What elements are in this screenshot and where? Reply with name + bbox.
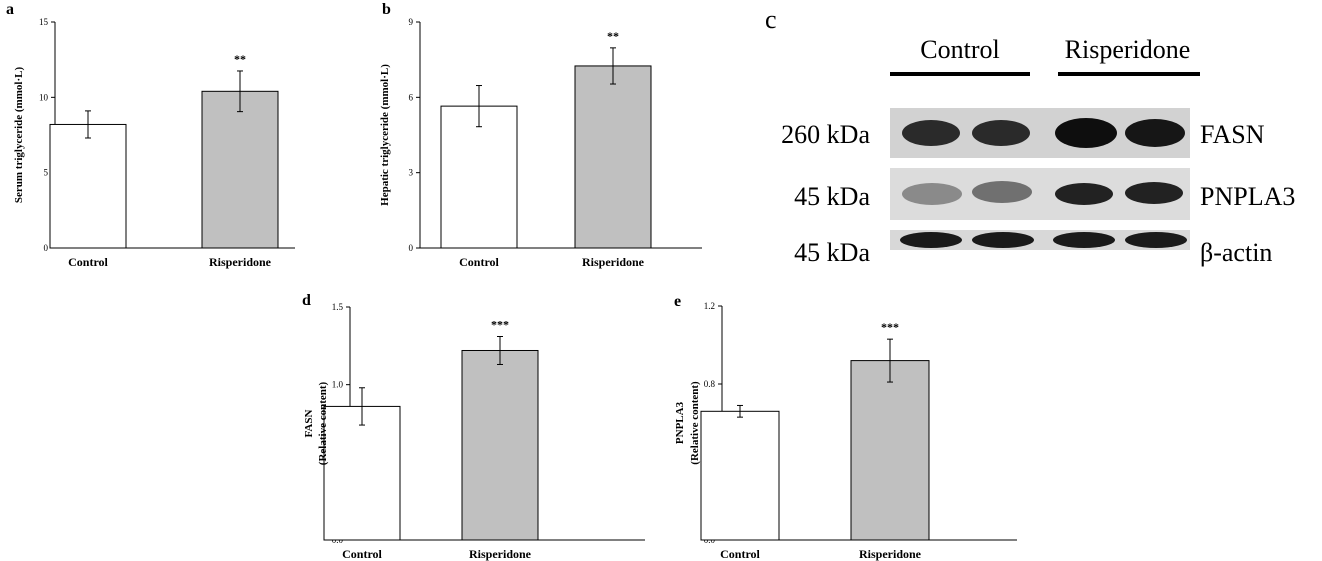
blot-strip-actin [890,230,1190,250]
band-actin-control-1 [900,232,962,248]
chart-d-category-label-control: Control [342,547,382,561]
blot-mw-label-actin: 45 kDa [794,238,870,267]
chart-a-y-tick-label: 0 [44,243,49,253]
chart-d-bar-risperidone [461,349,539,541]
chart-a-bar-risperidone [201,90,279,249]
band-pnpla3-risperidone-1 [1055,183,1113,205]
chart-d-category-label-risperidone: Risperidone [469,547,532,561]
band-fasn-control-2 [972,120,1030,146]
chart-b-y-axis-label: Hepatic triglyceride (mmol·L) [380,64,391,206]
blot-group-line-risperidone [1058,72,1200,76]
blot-strip-fasn [890,108,1190,158]
chart-e-y-axis-label: PNPLA3 [674,401,686,444]
band-fasn-risperidone-1 [1055,118,1117,148]
chart-e-category-label-risperidone: Risperidone [859,547,922,561]
band-fasn-risperidone-2 [1125,119,1185,147]
chart-b-category-label-control: Control [459,255,499,269]
chart-a-y-tick-label: 15 [39,17,49,27]
chart-b-category-label-risperidone: Risperidone [582,255,645,269]
chart-d: d0.00.51.01.5Control***RisperidoneFASN(R… [302,292,645,561]
blot-protein-label-pnpla3: PNPLA3 [1200,182,1296,211]
chart-a-y-tick-label: 5 [44,168,49,178]
chart-e: e0.00.40.81.2Control***RisperidonePNPLA3… [674,293,1017,561]
chart-d-y-axis-label: FASN [303,409,315,437]
chart-e-panel-letter: e [674,293,681,310]
chart-e-significance-risperidone: *** [881,320,899,334]
chart-e-y-tick-label: 1.2 [704,301,715,311]
chart-d-y-tick-label: 1.5 [332,302,344,312]
blot-group-risperidone: Risperidone [1064,35,1191,64]
panel-letter-c: c [765,5,777,34]
chart-b-panel-letter: b [382,1,391,18]
chart-d-y-tick-label: 1.0 [332,380,344,390]
blot-mw-label-pnpla3: 45 kDa [794,182,870,211]
blot-protein-label-fasn: FASN [1200,120,1265,149]
band-pnpla3-control-1 [902,183,962,205]
chart-a-y-axis-label: Serum triglyceride (mmol·L) [13,67,25,204]
chart-a-category-label-risperidone: Risperidone [209,255,272,269]
blot-strip-pnpla3 [890,168,1190,220]
chart-d-y-axis-label-2: (Relative content) [317,381,329,465]
band-pnpla3-control-2 [972,181,1032,203]
chart-d-bar-control [323,405,401,541]
chart-e-category-label-control: Control [720,547,760,561]
chart-b-bar-control [440,105,518,249]
band-actin-risperidone-1 [1053,232,1115,248]
chart-a-category-label-control: Control [68,255,108,269]
chart-b-y-tick-label: 9 [409,17,414,27]
band-actin-control-2 [972,232,1034,248]
chart-b: b 0 3 6 9 Control ** Risperidone Hepatic triglyc… [380,1,702,269]
chart-b-bar-risperidone [574,65,652,249]
chart-e-y-tick-label: 0.8 [704,379,716,389]
chart-a-significance-risperidone: ** [234,52,246,66]
blot-mw-label-fasn: 260 kDa [781,120,870,149]
chart-e-bar-risperidone [850,360,930,541]
band-fasn-control-1 [902,120,960,146]
blot-group-line-control [890,72,1030,76]
chart-b-y-tick-label: 0 [409,243,414,253]
chart-d-panel-letter: d [302,292,311,309]
chart-d-significance-risperidone: *** [491,318,509,332]
band-actin-risperidone-2 [1125,232,1187,248]
chart-a: a 0 5 10 15 Control ** Risperidone Serum triglyc… [6,1,295,269]
chart-e-y-axis-label-2: (Relative content) [689,381,701,465]
chart-e-bar-control [700,410,780,541]
blot-protein-label-actin: β-actin [1200,238,1273,267]
band-pnpla3-risperidone-2 [1125,182,1183,204]
blot-group-control: Control [920,35,1000,64]
western-blot-panel: c Control Risperidone 260 kDa FASN 45 kD… [755,5,1322,267]
chart-a-bar-control [49,123,127,249]
chart-b-significance-risperidone: ** [607,29,619,43]
chart-b-y-tick-label: 6 [409,92,414,102]
chart-b-y-tick-label: 3 [409,168,414,178]
chart-a-panel-letter: a [6,1,14,18]
chart-a-y-tick-label: 10 [39,92,49,102]
